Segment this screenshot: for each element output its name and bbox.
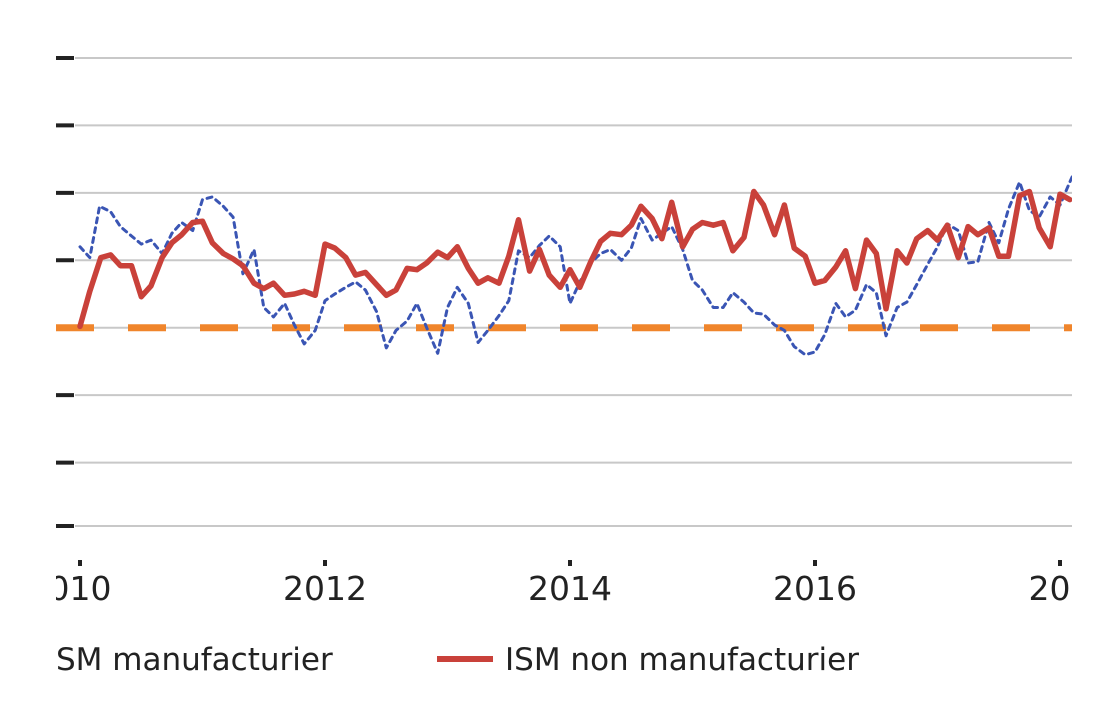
y-axis-ticks: [56, 58, 74, 526]
legend: SM manufacturier ISM non manufacturier: [56, 642, 859, 678]
x-tick-label-2018: 201: [1029, 569, 1092, 608]
gridlines: [75, 58, 1072, 526]
series-line-ism-non-manufacturier: [80, 192, 1070, 327]
legend-label-ism-non-manufacturier: ISM non manufacturier: [505, 642, 859, 678]
x-tick-label-2010: 010: [49, 569, 112, 608]
x-tick-label-2014: 2014: [528, 569, 612, 608]
x-axis-ticks: 010 2012 2014 2016 201: [49, 548, 1092, 608]
x-tick-label-2016: 2016: [773, 569, 857, 608]
legend-label-sm-manufacturier: SM manufacturier: [56, 642, 333, 678]
x-tick-label-2012: 2012: [283, 569, 367, 608]
